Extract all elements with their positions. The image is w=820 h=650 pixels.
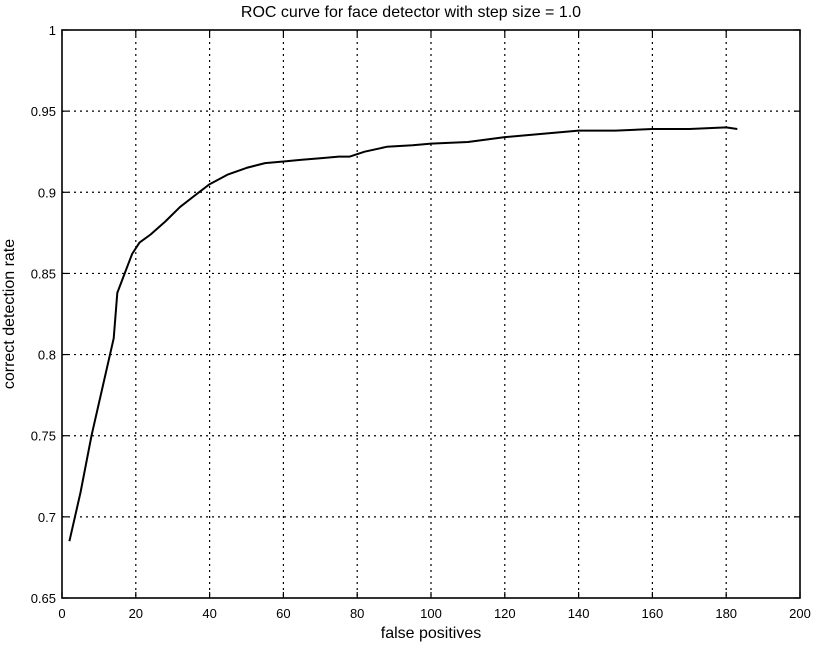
y-axis-label: correct detection rate — [1, 239, 18, 389]
roc-series-line — [68, 126, 738, 542]
grid-layer — [62, 30, 800, 598]
x-tick-label: 80 — [350, 606, 364, 621]
x-tick-label: 160 — [642, 606, 664, 621]
chart-title: ROC curve for face detector with step si… — [241, 4, 581, 21]
y-tick-label: 0.7 — [38, 510, 56, 525]
x-tick-label: 140 — [568, 606, 590, 621]
y-tick-label: 0.75 — [31, 429, 56, 444]
y-tick-label: 0.65 — [31, 591, 56, 606]
y-tick-label: 0.85 — [31, 266, 56, 281]
x-tick-label: 100 — [420, 606, 442, 621]
x-axis-label: false positives — [381, 625, 482, 642]
x-tick-label: 180 — [715, 606, 737, 621]
x-tick-label: 20 — [129, 606, 143, 621]
y-tick-label: 0.95 — [31, 104, 56, 119]
tick-layer: 0 20 40 60 80 100 120 140 160 180 200 0.65 0.7 0.75 0.… — [31, 23, 811, 621]
x-tick-label: 60 — [276, 606, 290, 621]
y-tick-label: 0.8 — [38, 348, 56, 363]
x-tick-label: 0 — [58, 606, 65, 621]
x-tick-label: 200 — [789, 606, 811, 621]
series-layer — [68, 126, 738, 542]
y-tick-label: 0.9 — [38, 185, 56, 200]
x-tick-label: 120 — [494, 606, 516, 621]
y-tick-label: 1 — [49, 23, 56, 38]
x-tick-label: 40 — [202, 606, 216, 621]
